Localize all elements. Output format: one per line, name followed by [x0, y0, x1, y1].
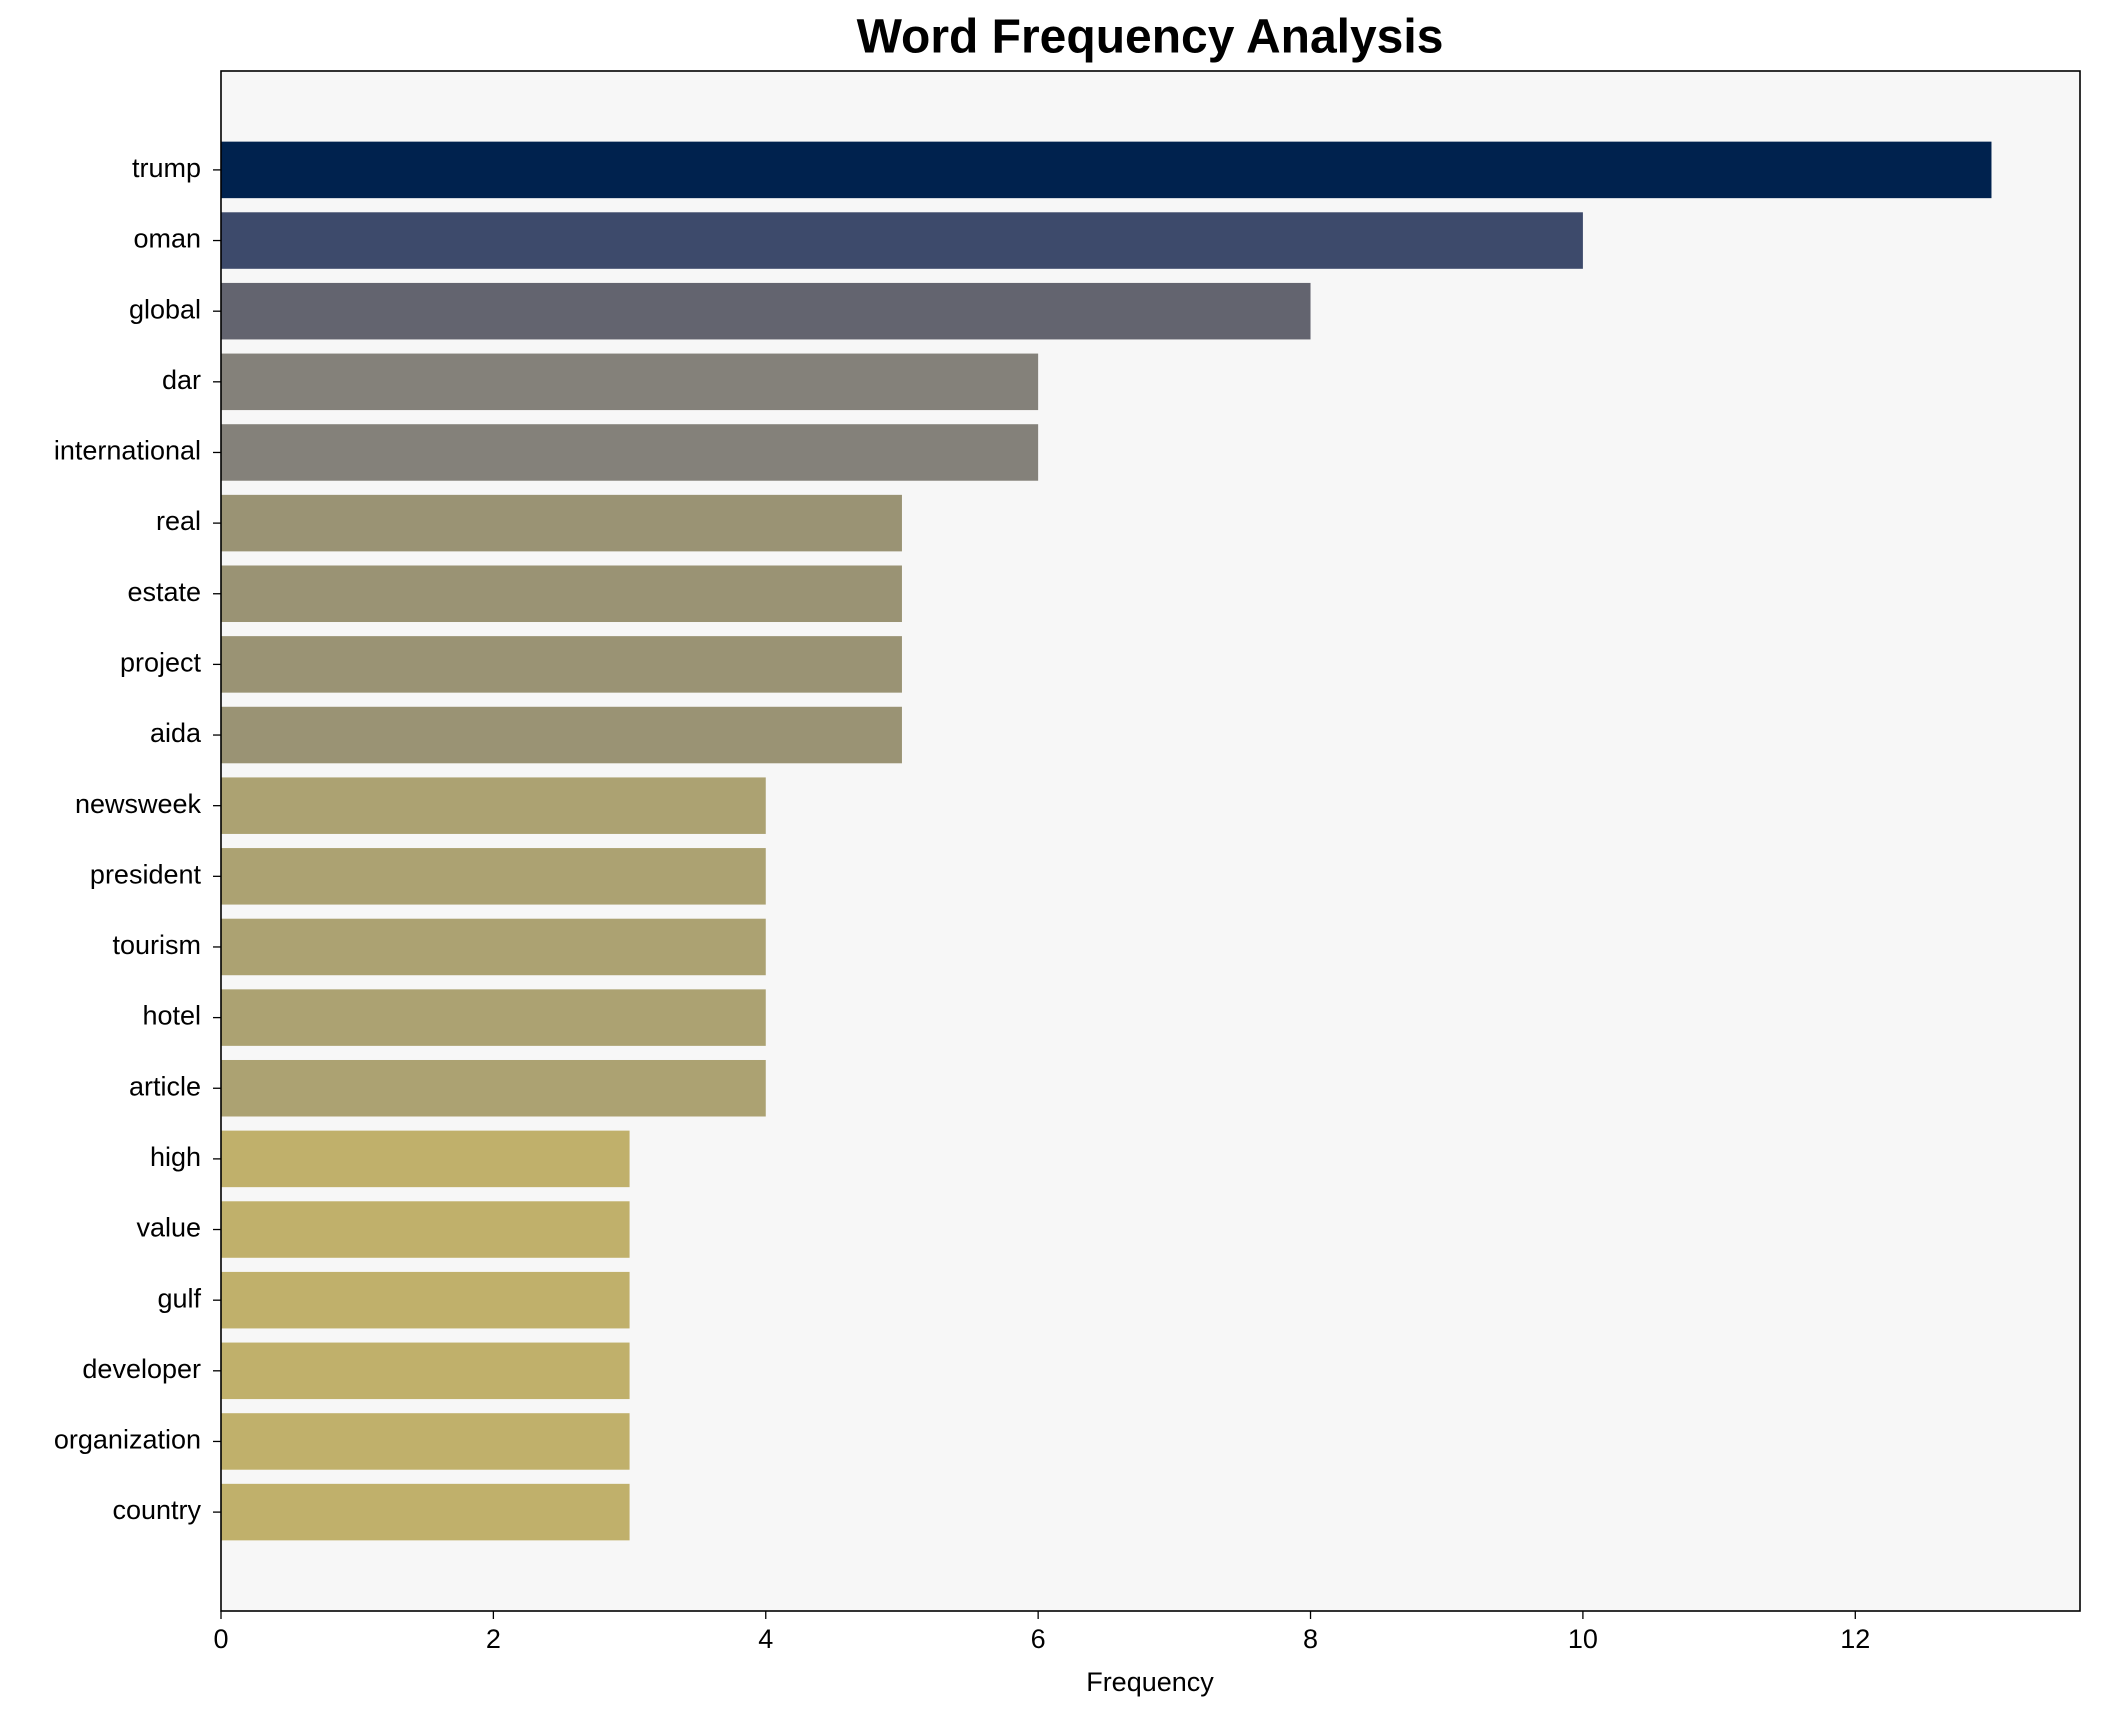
y-tick-label: aida: [150, 718, 202, 748]
bar: [221, 989, 766, 1046]
y-tick-label: high: [150, 1142, 201, 1172]
chart-title: Word Frequency Analysis: [857, 11, 1444, 64]
y-tick-label: global: [129, 294, 201, 324]
y-tick-label: organization: [54, 1425, 201, 1455]
x-tick-label: 2: [486, 1624, 501, 1654]
y-tick-label: real: [156, 506, 201, 536]
bar: [221, 1130, 630, 1188]
x-tick-label: 8: [1303, 1624, 1318, 1654]
bar: [221, 353, 1039, 411]
bar: [221, 1059, 766, 1117]
y-tick-label: developer: [82, 1354, 201, 1384]
bar: [221, 1201, 630, 1258]
x-tick-label: 10: [1568, 1624, 1598, 1654]
x-tick-label: 4: [758, 1624, 773, 1654]
bar: [221, 1483, 630, 1541]
y-tick-label: newsweek: [75, 789, 202, 819]
bar: [221, 1413, 630, 1470]
x-tick-label: 6: [1031, 1624, 1046, 1654]
y-tick-label: dar: [162, 365, 201, 395]
y-tick-label: hotel: [142, 1001, 201, 1031]
y-tick-label: country: [112, 1495, 201, 1525]
plot-frame: [220, 70, 2081, 1612]
y-tick-label: trump: [132, 153, 201, 183]
bar: [221, 777, 766, 834]
bar: [221, 1271, 630, 1329]
bar: [221, 918, 766, 976]
x-tick-label: 12: [1840, 1624, 1870, 1654]
x-axis-label: Frequency: [1086, 1667, 1214, 1697]
bar: [221, 494, 902, 552]
bar: [221, 565, 902, 623]
bar: [221, 1342, 630, 1400]
y-tick-label: president: [90, 859, 202, 889]
bar: [221, 282, 1311, 340]
y-tick-label: oman: [133, 224, 201, 254]
bar: [221, 141, 1992, 199]
x-tick-label: 0: [213, 1624, 228, 1654]
y-tick-label: project: [120, 648, 202, 678]
bar: [221, 706, 902, 764]
bar: [221, 212, 1583, 269]
bar: [221, 848, 766, 905]
y-tick-label: tourism: [112, 930, 201, 960]
y-tick-label: value: [136, 1213, 201, 1243]
y-tick-label: international: [54, 436, 201, 466]
y-tick-label: article: [129, 1071, 201, 1101]
bar: [221, 636, 902, 693]
y-tick-label: estate: [127, 577, 201, 607]
y-tick-label: gulf: [157, 1283, 201, 1313]
bar: [221, 424, 1039, 481]
